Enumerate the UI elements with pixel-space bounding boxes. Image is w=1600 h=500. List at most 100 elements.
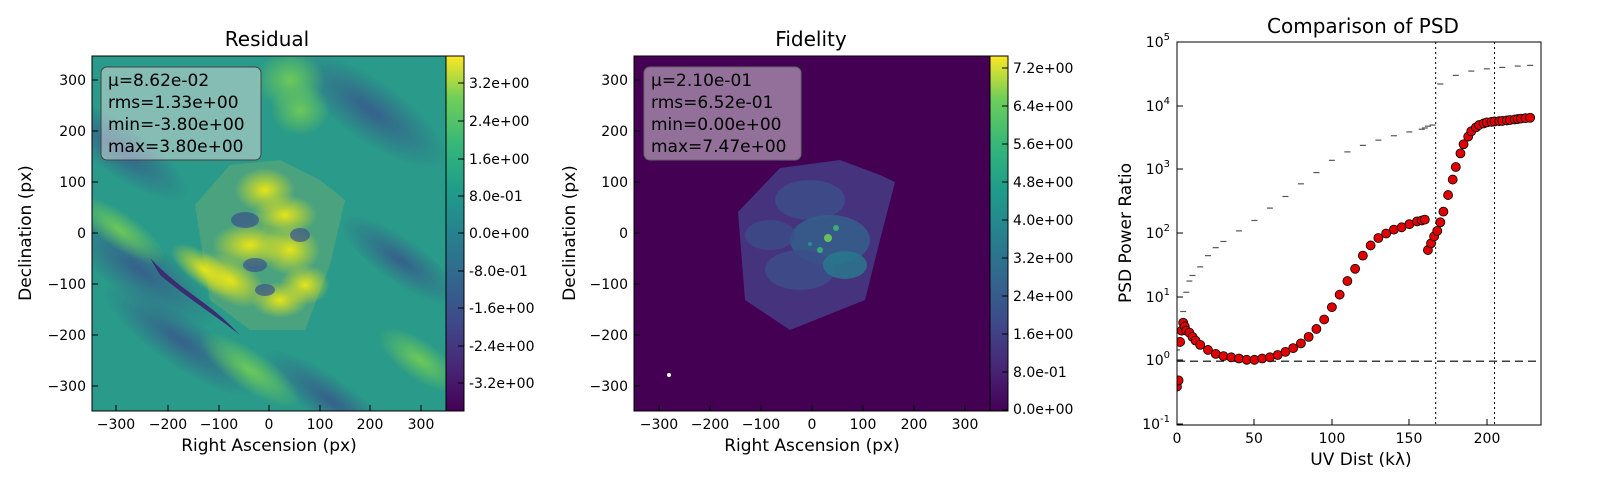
residual-stat-mean: μ=8.62e-02 [108,71,209,91]
fidelity-stat-rms: rms=6.52e-01 [651,93,773,113]
fidelity-stat-max: max=7.47e+00 [651,137,786,157]
fidelity-ytick-label: −200 [590,328,628,344]
fidelity-colorbar-tick: 5.6e+00 [1013,137,1073,153]
psd-red-point [1525,112,1536,123]
residual-colorbar-tick: -1.6e+00 [469,301,534,317]
fidelity-colorbar-tick: 4.8e+00 [1013,175,1073,191]
residual-ytick-label: −100 [48,277,86,293]
fidelity-colorbar-tick: 2.4e+00 [1013,289,1073,305]
psd-ytick-exp: 0 [1164,350,1170,361]
fidelity-yticks [634,79,640,387]
psd-ytick-exp: 5 [1164,32,1170,43]
residual-ylabel: Declination (px) [16,165,36,301]
fidelity-ytick-label: 0 [619,226,628,242]
psd-ytick-exp: 1 [1164,287,1170,298]
residual-xtick-label: 200 [357,417,384,433]
residual-ytick-label: 0 [77,226,86,242]
psd-red-point [1373,233,1384,243]
psd-ytick-base: 10 [1146,35,1164,51]
fidelity-ylabel: Declination (px) [560,165,580,301]
psd-ytick-exp: 4 [1164,96,1170,107]
fidelity-ytick-label: 100 [601,175,628,191]
psd-plot-area [1177,42,1541,425]
fidelity-stat-mean: μ=2.10e-01 [651,71,752,91]
psd-red-point [1357,250,1368,261]
residual-xtick-label: −200 [149,417,187,433]
psd-red-point [1435,217,1446,228]
fidelity-xtick-label: −300 [640,417,678,433]
fidelity-stat-min: min=0.00e+00 [651,115,782,135]
psd-red-point [1296,338,1306,349]
residual-title: Residual [225,27,309,51]
svg-text:103: 103 [1146,159,1170,178]
residual-ytick-label: −200 [48,328,86,344]
fidelity-ytick-label: 200 [601,124,628,140]
fidelity-colorbar-tick: 4.0e+00 [1013,213,1073,229]
psd-red-point [1443,190,1453,200]
fidelity-colorbar-tick: 3.2e+00 [1013,251,1073,267]
psd-ylabel: PSD Power Ratio [1116,163,1136,303]
psd-xtick-label: 50 [1245,431,1263,447]
psd-red-point [1311,324,1322,334]
fidelity-xtick-label: 200 [901,417,928,433]
residual-colorbar-tick: -2.4e+00 [469,339,534,355]
residual-panel: Residual [16,27,534,456]
psd-xtick-label: 0 [1173,431,1182,447]
residual-colorbar-tick: 2.4e+00 [469,114,529,130]
psd-ytick-base: 10 [1146,226,1164,242]
fidelity-xticks [658,405,966,411]
psd-red-point [1432,225,1443,236]
psd-red-point [1419,214,1430,225]
residual-stat-rms: rms=1.33e+00 [108,93,239,113]
residual-xtick-label: 300 [408,417,435,433]
svg-text:10-1: 10-1 [1142,414,1170,433]
psd-red-point [1319,314,1330,325]
psd-yticks [1177,41,1183,425]
psd-red-point [1458,139,1469,150]
residual-xtick-label: −100 [200,417,238,433]
fidelity-xlabel: Right Ascension (px) [724,436,900,456]
psd-red-point [1203,345,1213,355]
svg-text:104: 104 [1146,96,1170,115]
fidelity-ytick-label: −100 [590,277,628,293]
residual-xlabel: Right Ascension (px) [181,436,357,456]
psd-ytick-base: 10 [1146,353,1164,369]
psd-red-point [1303,331,1314,342]
psd-ytick-labels: 105 104 103 102 101 100 10-1 [1142,32,1170,433]
residual-ytick-label: −300 [48,379,86,395]
residual-ytick-label: 200 [59,124,86,140]
residual-colorbar-tick: -3.2e+00 [469,376,534,392]
psd-red-point [1195,339,1206,350]
residual-colorbar: 3.2e+00 2.4e+00 1.6e+00 8.0e-01 0.0e+00 … [445,55,534,412]
residual-xtick-label: −300 [97,417,135,433]
psd-red-point [1280,346,1291,357]
residual-stat-min: min=-3.80e+00 [108,115,245,135]
residual-colorbar-tick: 8.0e-01 [469,189,523,205]
psd-red-point [1450,162,1461,172]
psd-xlabel: UV Dist (kλ) [1310,450,1411,470]
svg-text:101: 101 [1146,287,1170,306]
fidelity-colorbar: 7.2e+00 6.4e+00 5.6e+00 4.8e+00 4.0e+00 … [989,55,1073,418]
fidelity-stats-box: μ=2.10e-01 rms=6.52e-01 min=0.00e+00 max… [643,66,802,161]
psd-ytick-exp: 3 [1164,159,1170,170]
fidelity-title: Fidelity [775,27,847,51]
fidelity-colorbar-tick: 0.0e+00 [1013,402,1073,418]
fidelity-panel: Fidelity μ=2.10e-01 rms=6.52e-01 min= [560,27,1073,456]
psd-red-point [1326,302,1337,313]
svg-text:105: 105 [1146,32,1170,51]
residual-ytick-label: 100 [59,175,86,191]
psd-red-point [1455,148,1466,159]
svg-text:100: 100 [1146,350,1170,369]
psd-ytick-exp: 2 [1164,223,1170,234]
fidelity-ytick-label: −300 [590,379,628,395]
psd-red-point [1350,263,1361,274]
psd-red-point [1177,337,1185,347]
residual-colorbar-tick: 0.0e+00 [469,226,529,242]
fidelity-ytick-label: 300 [601,73,628,89]
psd-ytick-base: 10 [1146,290,1164,306]
residual-stats-box: μ=8.62e-02 rms=1.33e+00 min=-3.80e+00 ma… [100,66,262,161]
psd-ytick-exp: -1 [1160,414,1170,425]
residual-yticks [92,79,98,387]
psd-red-point [1381,228,1392,239]
